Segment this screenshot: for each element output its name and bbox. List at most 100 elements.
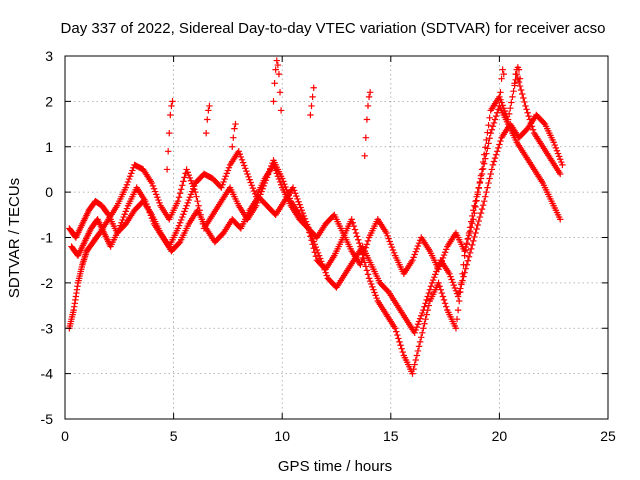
data-point: [185, 196, 193, 204]
data-point: [442, 246, 450, 253]
data-point: [484, 129, 491, 136]
data-point: [122, 184, 130, 191]
data-point: [415, 318, 423, 325]
x-axis-label: GPS time / hours: [278, 458, 392, 475]
data-point: [148, 215, 156, 222]
data-point: [467, 245, 475, 253]
data-point: [174, 198, 182, 205]
data-point: [517, 86, 525, 94]
data-point: [128, 170, 135, 177]
data-point: [428, 279, 436, 287]
spike-point: [275, 70, 283, 78]
data-point: [185, 171, 193, 179]
data-point: [464, 257, 472, 264]
spike-point: [272, 66, 279, 73]
data-point: [473, 197, 480, 204]
data-point: [119, 216, 126, 224]
data-point: [409, 256, 416, 264]
data-point: [470, 237, 477, 245]
data-point: [425, 302, 433, 309]
data-point: [439, 293, 447, 300]
data-point: [359, 254, 366, 262]
data-point: [554, 150, 562, 157]
data-point: [363, 241, 371, 248]
data-point: [432, 271, 439, 278]
data-point: [525, 112, 532, 120]
data-point: [469, 220, 476, 227]
spike-point: [277, 107, 285, 114]
data-point: [454, 293, 462, 300]
data-point: [446, 270, 453, 277]
data-point: [300, 212, 308, 220]
data-point: [223, 170, 231, 177]
data-point: [239, 159, 247, 166]
data-point: [501, 107, 509, 115]
data-point: [311, 241, 318, 248]
data-point: [423, 311, 430, 318]
data-point: [306, 226, 313, 234]
spike-point: [164, 148, 172, 155]
data-point: [496, 93, 503, 101]
spike-point: [497, 89, 504, 96]
spike-point: [500, 70, 507, 78]
data-point: [235, 148, 242, 155]
data-point: [411, 251, 418, 258]
data-point: [434, 265, 441, 272]
data-point: [193, 193, 200, 200]
data-point: [353, 233, 361, 240]
data-point: [557, 216, 564, 223]
data-point: [220, 178, 227, 186]
data-point: [426, 286, 434, 293]
data-point: [178, 186, 185, 193]
data-point: [365, 275, 373, 282]
data-point: [421, 303, 428, 310]
data-point: [302, 218, 310, 225]
data-point: [294, 195, 301, 203]
data-point: [150, 185, 158, 192]
data-point: [510, 87, 517, 95]
data-point: [274, 173, 282, 180]
spike-point: [364, 102, 372, 110]
data-point: [412, 248, 419, 255]
data-point: [388, 243, 396, 251]
data-point: [176, 190, 184, 197]
data-point: [321, 266, 328, 274]
data-point: [484, 184, 491, 191]
spike-point: [163, 166, 171, 173]
data-point: [178, 216, 185, 224]
data-point: [391, 325, 399, 332]
data-point: [183, 166, 190, 173]
data-point: [497, 96, 504, 103]
data-point: [487, 170, 494, 178]
data-point: [154, 194, 161, 201]
data-point: [389, 246, 397, 254]
data-point: [129, 167, 136, 174]
data-point: [181, 208, 188, 215]
data-point: [418, 312, 425, 319]
data-point: [188, 188, 196, 195]
spike-point: [206, 102, 213, 110]
data-point: [221, 175, 228, 183]
data-point: [248, 182, 255, 189]
data-point: [425, 289, 433, 297]
data-point: [194, 198, 201, 205]
data-point: [476, 213, 484, 221]
data-point: [373, 294, 380, 302]
data-point: [463, 239, 471, 247]
data-point: [488, 126, 495, 133]
data-point: [519, 90, 526, 98]
data-point: [421, 320, 428, 327]
data-point: [462, 265, 469, 272]
data-point: [416, 315, 424, 322]
data-point: [222, 173, 229, 180]
data-point: [437, 286, 444, 293]
data-point: [175, 222, 183, 229]
data-point: [366, 277, 374, 285]
data-point: [509, 93, 516, 101]
data-point: [419, 329, 426, 336]
data-point: [148, 179, 156, 187]
data-point: [181, 174, 188, 181]
data-point: [124, 178, 132, 186]
spike-point: [499, 66, 506, 73]
